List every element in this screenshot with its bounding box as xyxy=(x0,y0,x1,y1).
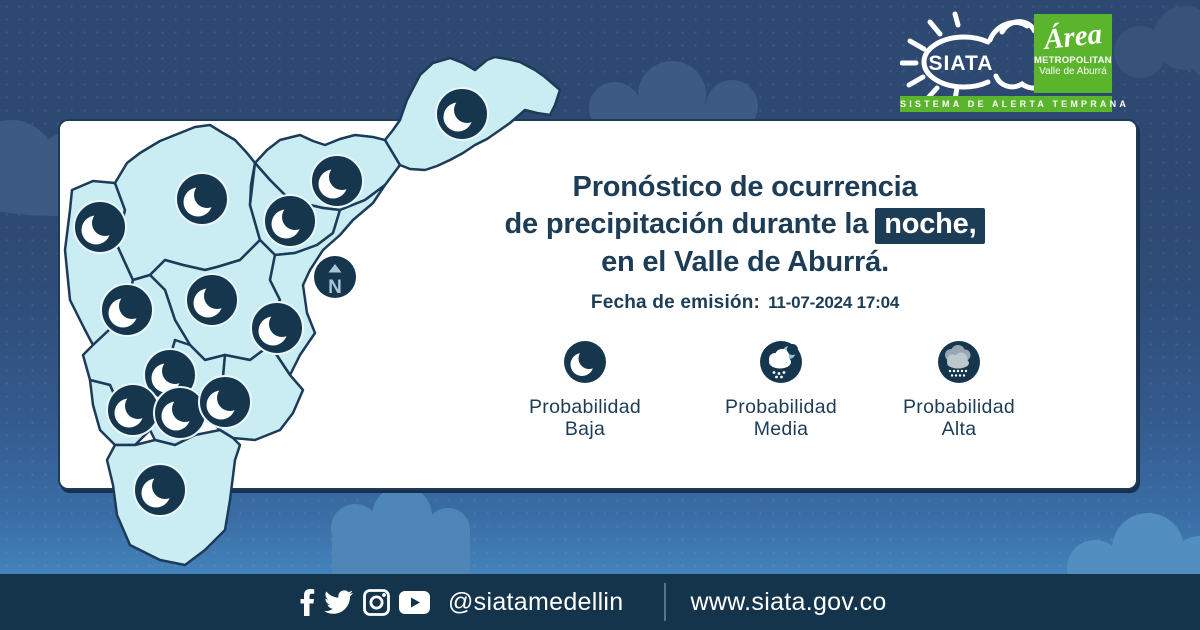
youtube-icon[interactable] xyxy=(399,590,430,614)
legend-item-media: Probabilidad Media xyxy=(686,340,876,440)
zone-moon-marker xyxy=(250,301,304,355)
zone-moon-marker xyxy=(153,386,207,440)
zone-moon-marker xyxy=(263,194,317,248)
siata-logo: SIATA xyxy=(900,11,1030,102)
title-line-3: en el Valle de Aburrá. xyxy=(601,246,889,278)
legend-item-baja: Probabilidad Baja xyxy=(490,340,680,440)
svg-text:N: N xyxy=(328,277,342,298)
legend-label: Probabilidad Baja xyxy=(528,396,641,440)
cloud-rain-moon-icon xyxy=(760,341,802,383)
cloud-heavy-rain-icon xyxy=(938,341,980,383)
zone-markers-layer xyxy=(73,87,489,517)
legend-label: Probabilidad Alta xyxy=(902,396,1015,440)
amva-area-script: Área xyxy=(1042,18,1104,56)
footer-divider xyxy=(663,583,666,621)
zone-moon-marker xyxy=(106,383,160,437)
zone-moon-marker xyxy=(133,463,187,517)
zone-moon-marker xyxy=(435,87,489,141)
zone-moon-marker xyxy=(175,172,229,226)
legend-item-alta: Probabilidad Alta xyxy=(864,340,1054,440)
svg-text:SIATA: SIATA xyxy=(929,52,994,75)
instagram-icon[interactable] xyxy=(363,588,390,616)
emission-label: Fecha de emisión: xyxy=(590,292,761,313)
facebook-icon[interactable] xyxy=(300,588,315,616)
website-link[interactable]: www.siata.gov.co xyxy=(690,587,887,616)
social-icons xyxy=(300,588,430,616)
emission-date: Fecha de emisión: 11-07-2024 17:04 xyxy=(465,291,1025,315)
zone-moon-marker xyxy=(198,375,252,429)
amva-logo: Área METROPOLITANA Valle de Aburrá xyxy=(1034,14,1112,93)
moon-icon xyxy=(564,341,606,383)
title-line-2: de precipitación durante la noche, xyxy=(465,206,1025,244)
compass-north-icon: N xyxy=(314,256,356,298)
social-handle[interactable]: @siatamedellin xyxy=(448,587,624,616)
aburra-valley-map: N xyxy=(63,55,562,567)
siata-tagline-bar: SISTEMA DE ALERTA TEMPRANA xyxy=(900,96,1126,112)
legend-label: Probabilidad Media xyxy=(724,396,837,440)
twitter-icon[interactable] xyxy=(324,589,354,615)
zone-moon-marker xyxy=(73,200,127,254)
emission-value: 11-07-2024 17:04 xyxy=(768,293,900,312)
title-line-1: Pronóstico de ocurrencia xyxy=(572,171,918,203)
footer-bar: @siatamedellin www.siata.gov.co xyxy=(0,574,1200,630)
cloud-bottom-center xyxy=(331,486,470,578)
title-highlight-noche: noche, xyxy=(875,208,986,244)
zone-moon-marker xyxy=(185,273,239,327)
cloud-top-right xyxy=(1114,6,1200,78)
forecast-title: Pronóstico de ocurrencia de precipitació… xyxy=(465,169,1025,315)
zone-moon-marker xyxy=(100,283,154,337)
zone-moon-marker xyxy=(310,154,364,208)
